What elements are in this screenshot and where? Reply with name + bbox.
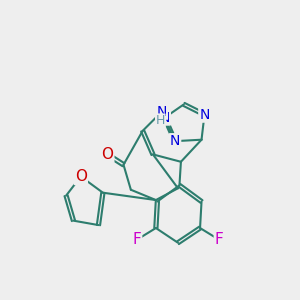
Text: O: O (75, 169, 87, 184)
Text: H: H (156, 114, 165, 127)
Text: F: F (215, 232, 224, 247)
Text: N: N (170, 134, 180, 148)
Text: F: F (132, 232, 141, 247)
Text: O: O (101, 147, 113, 162)
Text: N: N (157, 105, 167, 119)
Text: N: N (160, 111, 170, 124)
Text: N: N (199, 108, 210, 122)
